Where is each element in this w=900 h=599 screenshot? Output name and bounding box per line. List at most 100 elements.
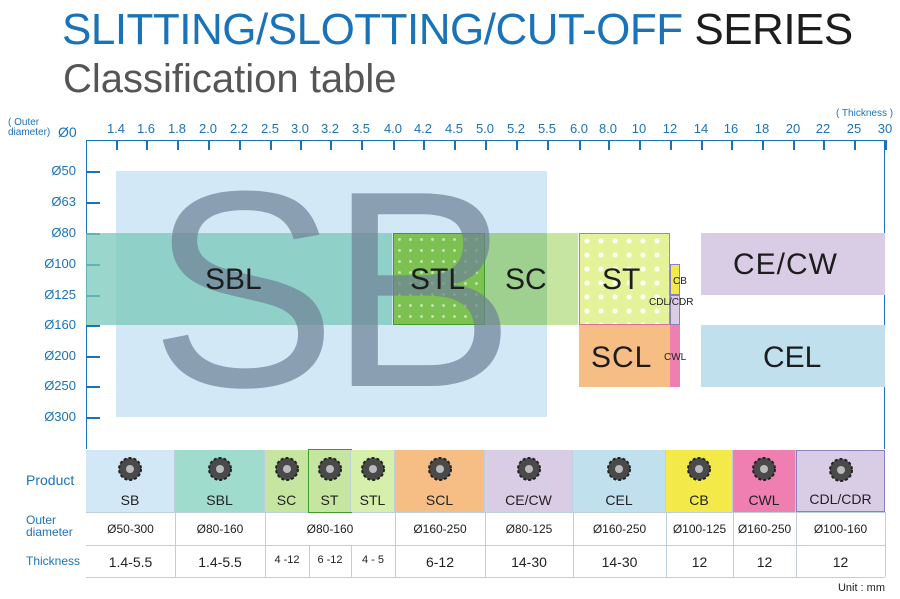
label-st: ST (602, 263, 641, 296)
diameter-tick-label: Ø250 (44, 378, 76, 393)
thickness-value: 12 (756, 554, 773, 570)
thickness-tick-label: 30 (877, 121, 893, 136)
thickness-tick-label: 25 (846, 121, 862, 136)
product-table: Product Outer diameter Thickness SB 1.4-5… (0, 449, 900, 594)
cutter-icon (427, 456, 453, 482)
product-name: STL (359, 492, 386, 508)
thickness-tick-mark (423, 140, 425, 150)
thickness-tick-label: 1.6 (136, 121, 156, 136)
diameter-tick-mark (86, 386, 100, 388)
thickness-value: 14-30 (601, 554, 638, 570)
thickness-tick-label: 2.2 (229, 121, 249, 136)
diameter-tick-label: Ø200 (44, 348, 76, 363)
thickness-tick-mark (361, 140, 363, 150)
thickness-tick-mark (393, 140, 395, 150)
column-divider (485, 512, 486, 545)
diameter-tick-mark (86, 202, 100, 204)
column-divider (733, 512, 734, 545)
thickness-tick-mark (116, 140, 118, 150)
thickness-tick-mark (239, 140, 241, 150)
product-name: CEL (605, 492, 633, 508)
thickness-tick-mark (701, 140, 703, 150)
thickness-tick-mark (146, 140, 148, 150)
thickness-tick-mark (793, 140, 795, 150)
thickness-tick-mark (823, 140, 825, 150)
product-cell-sb: SB (86, 450, 175, 512)
product-name: CE/CW (505, 492, 552, 508)
unit-label: Unit : mm (837, 582, 885, 594)
column-divider (175, 512, 176, 545)
cutter-icon (117, 456, 143, 482)
thickness-tick-label: 1.8 (167, 121, 187, 136)
column-divider (309, 545, 310, 577)
thickness-tick-label: 2.5 (260, 121, 280, 136)
thickness-tick-label: 20 (785, 121, 801, 136)
column-divider (733, 545, 734, 577)
cutter-icon (317, 456, 343, 482)
label-cel: CEL (763, 341, 822, 374)
thickness-tick-label: 4.5 (444, 121, 464, 136)
thickness-tick-label: 3.0 (290, 121, 310, 136)
product-cell-cdl-cdr: CDL/CDR (796, 450, 885, 512)
product-cell-cwl: CWL (733, 450, 796, 512)
thickness-value: 6 -12 (317, 554, 343, 566)
thickness-tick-label: 3.5 (351, 121, 371, 136)
column-divider (485, 545, 486, 577)
label-scl: SCL (591, 341, 653, 374)
thickness-tick-label: 12 (662, 121, 678, 136)
thickness-axis-label: ( Thickness ) (836, 108, 894, 119)
thickness-tick-mark (177, 140, 179, 150)
label-cb: CB (673, 276, 687, 287)
thickness-tick-label: 22 (815, 121, 831, 136)
diameter-tick-mark (86, 171, 100, 173)
outer-diameter-axis-label: ( Outer diameter) (8, 117, 51, 138)
page-title: SLITTING/SLOTTING/CUT-OFF SERIES (62, 6, 853, 54)
label-sc: SC (505, 263, 547, 296)
cutter-icon (516, 456, 542, 482)
thickness-tick-mark (885, 140, 887, 150)
column-divider (265, 545, 266, 577)
diameter-tick-label: Ø80 (51, 225, 76, 240)
thickness-tick-mark (454, 140, 456, 150)
row-divider (86, 577, 885, 578)
column-divider (395, 512, 396, 545)
thickness-value: 12 (832, 554, 849, 570)
thickness-value: 1.4-5.5 (108, 554, 153, 570)
thickness-tick-label: 14 (693, 121, 709, 136)
product-cell-ce-cw: CE/CW (485, 450, 573, 512)
diameter-value: Ø80-160 (196, 522, 244, 536)
label-stl: STL (410, 263, 466, 296)
page-subtitle: Classification table (63, 57, 397, 101)
product-name: SB (120, 492, 140, 508)
title-part2: SERIES (694, 5, 853, 54)
region-sbl-band (86, 233, 392, 325)
thickness-value: 12 (691, 554, 708, 570)
column-divider (573, 512, 574, 545)
diameter-tick-label: Ø50 (51, 163, 76, 178)
label-ce-cw: CE/CW (733, 248, 838, 281)
region-cwl (670, 325, 680, 387)
label-cdl-cdr: CDL/CDR (649, 297, 694, 308)
cutter-icon (751, 456, 777, 482)
region-ce-cw (701, 233, 885, 295)
cutter-icon (606, 456, 632, 482)
product-cell-st: ST (308, 449, 352, 513)
thickness-tick-label: 18 (754, 121, 770, 136)
product-cell-sbl: SBL (175, 450, 265, 512)
diameter-tick-label: Ø125 (44, 287, 76, 302)
diameter-value: Ø160-250 (737, 522, 792, 536)
thickness-tick-mark (608, 140, 610, 150)
thickness-value: 14-30 (511, 554, 547, 570)
diameter-tick-label: Ø300 (44, 409, 76, 424)
thickness-tick-mark (854, 140, 856, 150)
diameter-value: Ø100-125 (672, 522, 727, 536)
column-divider (573, 545, 574, 577)
column-divider (666, 512, 667, 545)
region-stl (393, 233, 485, 325)
diameter-value: Ø80-125 (505, 522, 553, 536)
thickness-tick-label: 3.2 (320, 121, 340, 136)
cutter-icon (686, 456, 712, 482)
thickness-tick-label: 5.2 (506, 121, 526, 136)
label-cwl: CWL (664, 352, 687, 363)
column-divider (796, 512, 797, 545)
